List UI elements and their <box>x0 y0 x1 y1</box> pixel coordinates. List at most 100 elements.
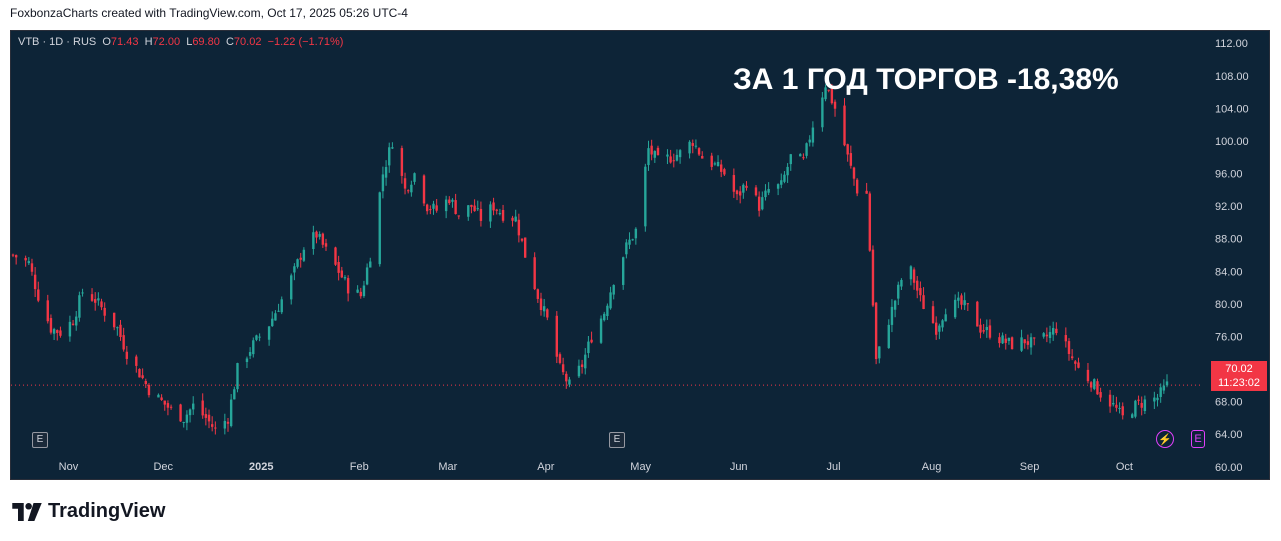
candle-body <box>30 263 34 272</box>
candle-body <box>201 400 204 416</box>
candle-body <box>931 306 935 324</box>
y-tick-label: 112.00 <box>1215 38 1248 50</box>
legend-high-label: H <box>144 36 153 48</box>
tradingview-brand: TradingView <box>48 500 166 522</box>
candle-body <box>1140 402 1143 408</box>
candle-body <box>334 247 337 265</box>
candle-body <box>887 324 890 348</box>
candle-body <box>356 289 359 293</box>
candle-body <box>874 302 878 360</box>
candle-body <box>185 414 189 423</box>
y-tick-label: 100.00 <box>1215 136 1249 148</box>
dividend-event-icon[interactable]: ⚡ <box>1156 430 1174 448</box>
candle-body <box>1115 404 1118 408</box>
candle-body <box>214 427 217 429</box>
price-chart[interactable]: 60.00 64.00 68.00 72.00 76.00 80.00 84.00 88.00… <box>11 31 1269 479</box>
candle-body <box>429 209 432 211</box>
candle-body <box>852 167 856 179</box>
candle-body <box>878 346 881 359</box>
legend-high: 72.00 <box>152 36 181 48</box>
candle-body <box>78 295 81 318</box>
candle-body <box>312 232 315 249</box>
candle-body <box>1077 362 1080 368</box>
candle-body <box>94 299 97 303</box>
candle-body <box>1159 387 1162 397</box>
candle-body <box>1108 394 1112 407</box>
candle-body <box>179 404 182 422</box>
candle-body <box>407 190 410 192</box>
candle-body <box>388 147 391 166</box>
candle-body <box>489 204 492 222</box>
candle-body <box>606 305 609 317</box>
candle-body <box>517 219 521 236</box>
candle-body <box>761 197 764 210</box>
candle-body <box>362 285 366 297</box>
candle-body <box>546 309 549 318</box>
earnings-event-icon[interactable]: E <box>609 432 625 448</box>
candle-body <box>435 205 438 211</box>
split-event-icon[interactable]: E <box>1191 430 1205 448</box>
chart-annotation: ЗА 1 ГОД ТОРГОВ -18,38% <box>733 63 1119 96</box>
candle-body <box>849 153 853 166</box>
candle-body <box>716 161 720 167</box>
candle-body <box>985 326 988 331</box>
candle-body <box>650 145 653 155</box>
candle-body <box>444 199 448 212</box>
candle-body <box>233 389 236 400</box>
x-tick-label: Nov <box>59 461 79 473</box>
candle-body <box>561 364 565 373</box>
candle-body <box>391 147 394 149</box>
candle-body <box>694 145 698 147</box>
candle-body <box>369 261 372 268</box>
candle-body <box>612 285 615 295</box>
y-tick-label: 68.00 <box>1215 397 1243 409</box>
candle-body <box>346 278 350 294</box>
candle-body <box>912 269 916 283</box>
legend-open: 71.43 <box>110 36 139 48</box>
tradingview-logo-icon <box>12 502 42 521</box>
candle-body <box>957 297 960 301</box>
candle-body <box>384 167 388 178</box>
candle-body <box>656 147 660 156</box>
candle-body <box>1112 403 1115 405</box>
candle-body <box>467 205 470 217</box>
candle-body <box>280 299 283 313</box>
candle-body <box>855 179 859 194</box>
candle-body <box>909 266 913 280</box>
candle-body <box>1137 399 1140 401</box>
legend-low: 69.80 <box>192 36 220 48</box>
candle-body <box>473 205 476 212</box>
candle-body <box>192 403 195 410</box>
candle-body <box>1055 328 1058 334</box>
candle-body <box>479 208 483 221</box>
candle-body <box>14 255 18 258</box>
candle-body <box>1045 334 1049 337</box>
candle-body <box>1042 333 1045 337</box>
candle-body <box>1048 332 1052 339</box>
y-tick-label: 92.00 <box>1215 201 1243 213</box>
candle-body <box>157 394 160 398</box>
legend-close: 70.02 <box>233 36 262 48</box>
candle-body <box>255 335 258 340</box>
candle-body <box>843 105 846 146</box>
candle-body <box>735 190 739 195</box>
candle-body <box>1134 400 1137 417</box>
candle-body <box>125 351 129 359</box>
candle-body <box>46 300 49 322</box>
x-tick-label: Jul <box>827 461 841 473</box>
y-tick-label: 104.00 <box>1215 103 1249 115</box>
chart-panel[interactable]: 60.00 64.00 68.00 72.00 76.00 80.00 84.00 88.00… <box>10 30 1270 480</box>
candle-body <box>290 275 293 300</box>
candle-body <box>821 97 824 128</box>
candle-body <box>1153 397 1156 402</box>
candle-body <box>953 299 957 318</box>
candle-body <box>410 184 413 193</box>
earnings-event-icon[interactable]: E <box>32 432 48 448</box>
x-tick-label: Oct <box>1116 461 1133 473</box>
candle-body <box>523 237 527 258</box>
candle-body <box>745 185 748 188</box>
candle-body <box>318 234 321 237</box>
candle-body <box>119 324 122 338</box>
candle-body <box>783 174 786 182</box>
candle-body <box>599 318 603 343</box>
